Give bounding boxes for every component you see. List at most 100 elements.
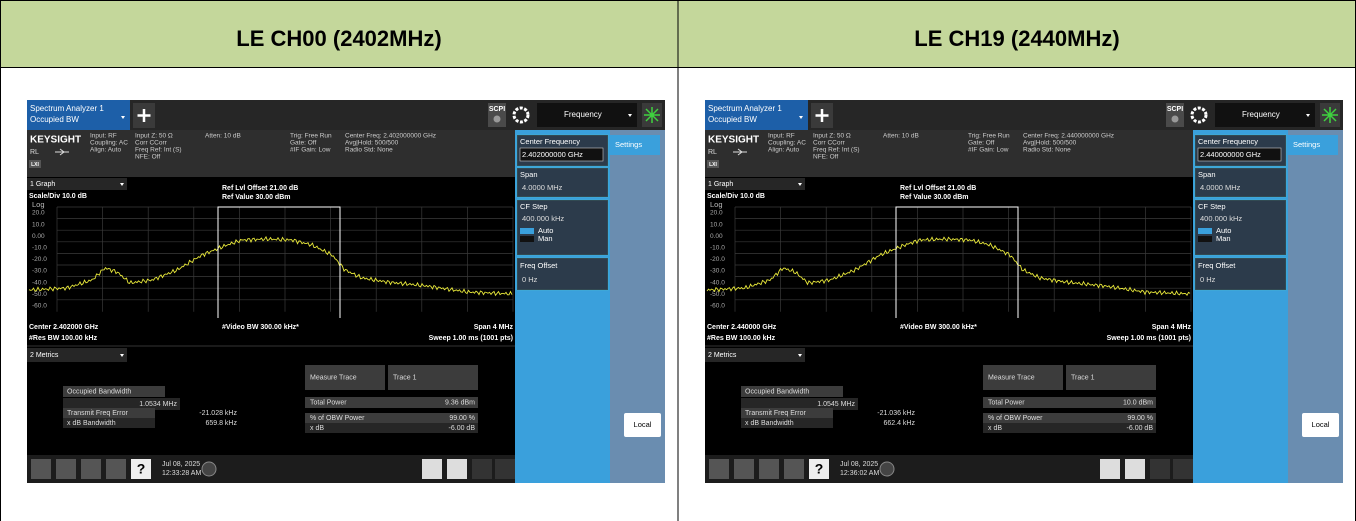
settings-tab[interactable] — [1288, 135, 1338, 155]
y-axis-label: -20.0 — [32, 256, 47, 263]
metric-label: Transmit Freq Error — [745, 410, 806, 417]
keyboard-button[interactable] — [201, 461, 217, 477]
span-label: Span 4 MHz — [1152, 324, 1192, 331]
metric-value: 99.00 % — [1127, 415, 1153, 422]
redo-button[interactable] — [81, 459, 101, 479]
metrics-menu: 2 Metrics — [708, 352, 737, 359]
metric-label: x dB — [310, 425, 324, 432]
info-text: Gate: Off — [968, 140, 994, 147]
local-button[interactable] — [624, 413, 661, 437]
tool-button[interactable] — [422, 459, 442, 479]
metrics-menu: 2 Metrics — [30, 352, 59, 359]
trace-select-box[interactable] — [388, 365, 478, 390]
time: 12:36:02 AM — [840, 470, 879, 477]
redo-button[interactable] — [759, 459, 779, 479]
help-icon: ? — [137, 461, 146, 477]
menu-arrow — [1306, 114, 1310, 117]
softkey[interactable] — [1194, 167, 1287, 198]
tool-button[interactable] — [472, 459, 492, 479]
y-axis-label: -40.0 — [32, 279, 47, 286]
settings-tab[interactable] — [610, 135, 660, 155]
metric-label: Transmit Freq Error — [67, 410, 128, 417]
softkey-value-box — [519, 147, 604, 162]
folder-button[interactable] — [784, 459, 804, 479]
help-button[interactable] — [131, 459, 151, 479]
lxi-badge — [707, 160, 719, 168]
metric-row — [305, 397, 478, 408]
offset-label: Ref Lvl Offset 21.00 dB — [900, 185, 976, 192]
scpi-button[interactable] — [488, 103, 506, 127]
info-text: Radio Std: None — [1023, 147, 1071, 154]
log-label: Log — [32, 200, 45, 209]
softkey[interactable] — [1194, 199, 1287, 256]
input-symbol — [733, 148, 747, 156]
graph-dropdown[interactable] — [27, 178, 127, 190]
gear-icon — [512, 106, 530, 124]
lxi-label: LXI — [709, 162, 717, 168]
tab[interactable] — [27, 100, 130, 130]
scpi-indicator — [493, 115, 501, 123]
metric-value: -21.036 kHz — [877, 410, 915, 417]
menu-dropdown[interactable] — [537, 103, 637, 127]
tool-button[interactable] — [1100, 459, 1120, 479]
graph-dropdown[interactable] — [705, 178, 805, 190]
local-button[interactable] — [1302, 413, 1339, 437]
center-label: Center 2.402000 GHz — [29, 324, 99, 331]
help-button[interactable] — [809, 459, 829, 479]
windows-button[interactable] — [31, 459, 51, 479]
undo-button[interactable] — [734, 459, 754, 479]
local-label: Local — [1312, 420, 1330, 429]
softkey[interactable] — [1194, 257, 1287, 291]
y-axis-label: 20.0 — [32, 210, 45, 217]
help-icon: ? — [815, 461, 824, 477]
folder-button[interactable] — [106, 459, 126, 479]
metric-label: Occupied Bandwidth — [745, 388, 809, 395]
metric-label: x dB — [988, 425, 1002, 432]
softkey[interactable] — [516, 167, 609, 198]
y-axis-label: -50.0 — [32, 291, 47, 298]
tool-button[interactable] — [1125, 459, 1145, 479]
metric-row — [983, 397, 1156, 408]
trace — [706, 236, 1191, 296]
tab[interactable] — [705, 100, 808, 130]
tool-button[interactable] — [447, 459, 467, 479]
graph-menu: 1 Graph — [30, 181, 55, 188]
metric-value-box — [741, 398, 858, 410]
info-text: NFE: Off — [813, 154, 838, 161]
tool-button[interactable] — [495, 459, 515, 479]
softkey-label: Freq Offset — [1198, 261, 1236, 270]
lxi-label: LXI — [31, 162, 39, 168]
tool-button[interactable] — [1173, 459, 1193, 479]
ref-label: Ref Value 30.00 dBm — [900, 194, 968, 201]
metrics-dropdown[interactable] — [27, 348, 127, 362]
info-text: #IF Gain: Low — [290, 147, 331, 154]
local-label: Local — [634, 420, 652, 429]
metric-value: -21.028 kHz — [199, 410, 237, 417]
windows-button[interactable] — [709, 459, 729, 479]
keyboard-button[interactable] — [879, 461, 895, 477]
trace-select-box[interactable] — [1066, 365, 1156, 390]
scpi-label: SCPI — [1167, 106, 1183, 113]
undo-button[interactable] — [56, 459, 76, 479]
metric-label-box — [741, 418, 833, 428]
input-symbol — [55, 148, 69, 156]
metric-label: Total Power — [310, 399, 347, 406]
scpi-button[interactable] — [1166, 103, 1184, 127]
info-text: Atten: 10 dB — [205, 133, 241, 140]
metric-row — [983, 423, 1156, 433]
softkey-option: Man — [538, 234, 553, 243]
metrics-dropdown[interactable] — [705, 348, 805, 362]
metric-label: x dB Bandwidth — [67, 420, 116, 427]
scale-label: Scale/Div 10.0 dB — [707, 193, 765, 200]
metric-value: Trace 1 — [393, 374, 417, 381]
y-axis-label: -30.0 — [32, 268, 47, 275]
tool-button[interactable] — [1150, 459, 1170, 479]
y-axis-label: -30.0 — [710, 268, 725, 275]
menu-dropdown[interactable] — [1215, 103, 1315, 127]
softkey[interactable] — [516, 257, 609, 291]
info-text: Trig: Free Run — [968, 133, 1010, 140]
graph-menu: 1 Graph — [708, 181, 733, 188]
y-axis-label: 0.00 — [710, 233, 723, 240]
softkey[interactable] — [516, 199, 609, 256]
softkey-label: Freq Offset — [520, 261, 558, 270]
